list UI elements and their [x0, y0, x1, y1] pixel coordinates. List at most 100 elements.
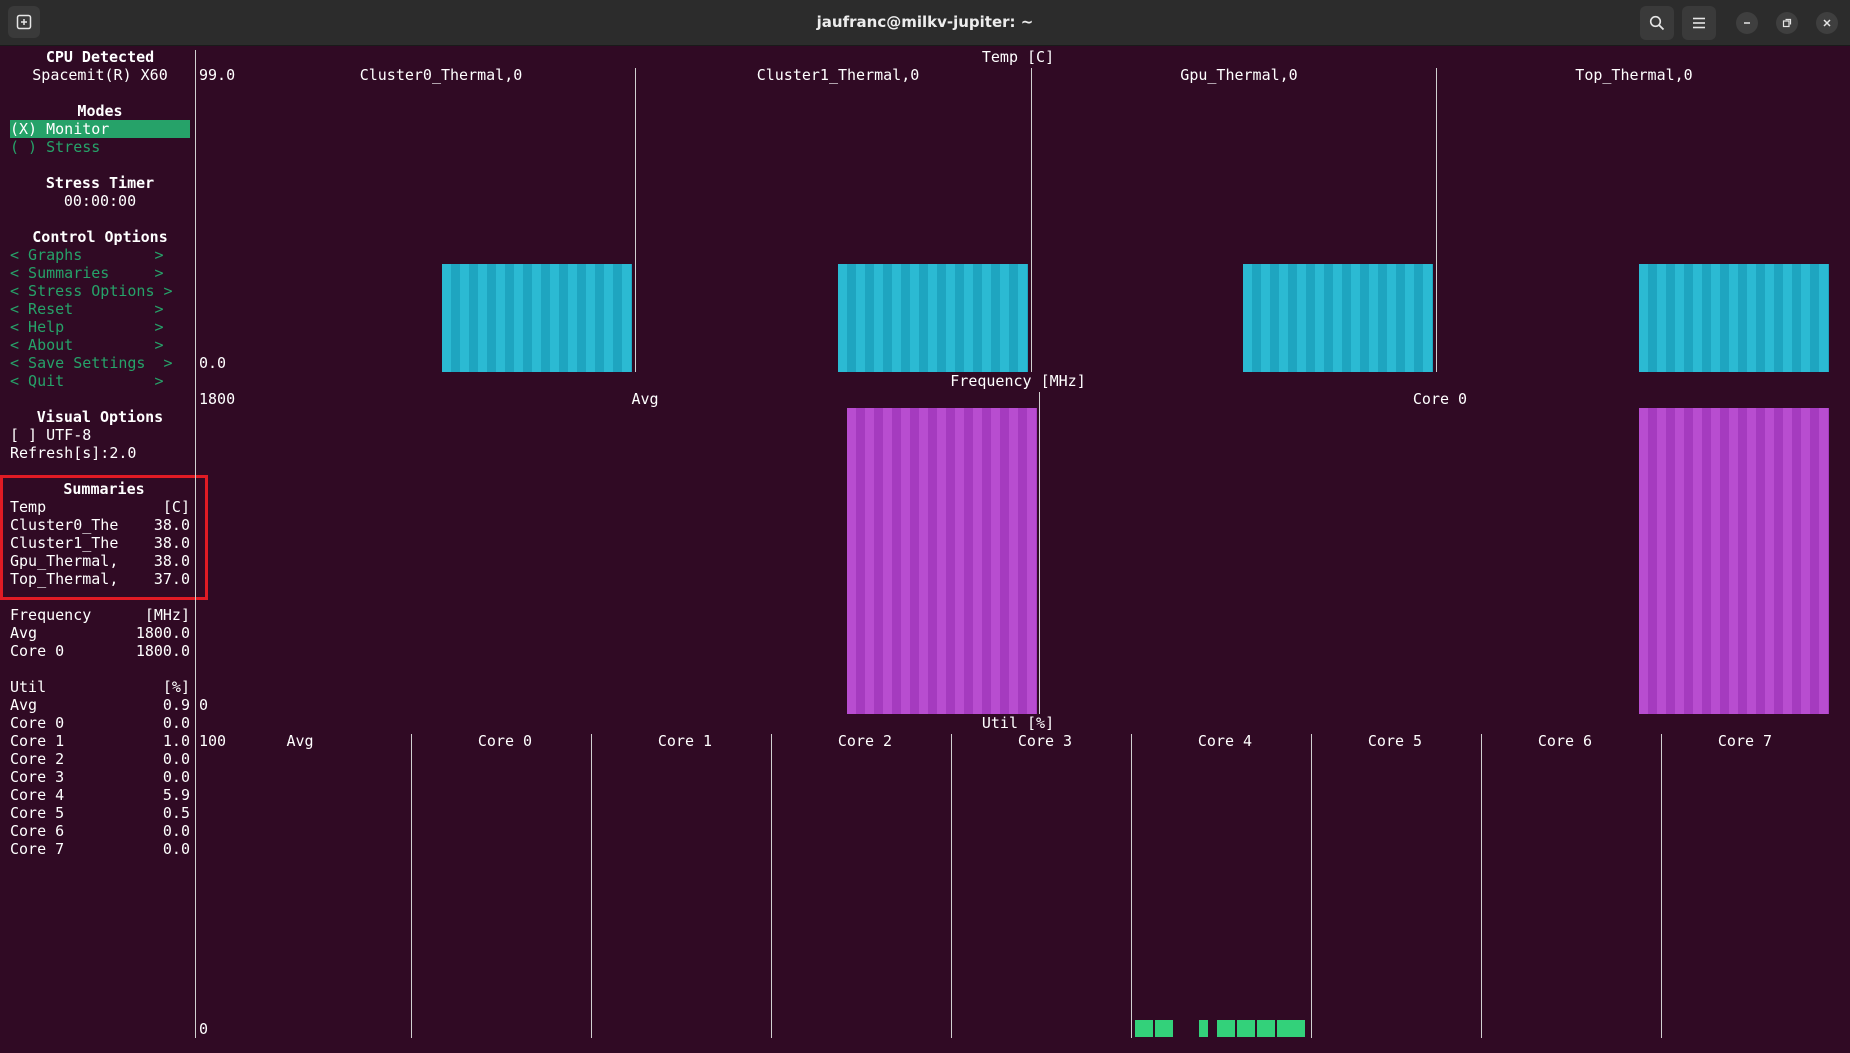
- menu-button[interactable]: [1682, 6, 1716, 40]
- summary-util-value: 0.9: [162, 696, 190, 714]
- temp-bar: [442, 264, 632, 372]
- util-bar: [1237, 1020, 1255, 1037]
- summary-util-name: Core 4: [10, 786, 65, 804]
- util-panel-label: Core 1: [657, 732, 713, 750]
- menu-icon: [1693, 17, 1705, 29]
- temp-unit: [C]: [162, 498, 190, 516]
- graph-area-border: [195, 50, 196, 1038]
- summary-util-name: Avg: [10, 696, 38, 714]
- frequency-graph-title: Frequency [MHz]: [950, 372, 1086, 390]
- cpu-detected-heading: CPU Detected: [45, 48, 155, 66]
- stress-timer-heading: Stress Timer: [45, 174, 155, 192]
- close-icon: [1823, 19, 1831, 27]
- util-panel-label: Core 4: [1197, 732, 1253, 750]
- util-bar: [1155, 1020, 1173, 1037]
- frequency-panel-label: Avg: [631, 390, 659, 408]
- util-graph-title: Util [%]: [981, 714, 1055, 732]
- modes-heading: Modes: [77, 102, 123, 120]
- temp-panel-label: Cluster1_Thermal,0: [756, 66, 920, 84]
- util-bar: [1277, 1020, 1305, 1037]
- frequency-panel-label: Core 0: [1412, 390, 1468, 408]
- util-panel-divider: [1661, 734, 1662, 1038]
- minimize-button[interactable]: [1736, 12, 1758, 34]
- control-options-heading: Control Options: [32, 228, 168, 246]
- util-unit: [%]: [162, 678, 190, 696]
- control-graphs[interactable]: < Graphs >: [10, 246, 164, 264]
- control-help[interactable]: < Help >: [10, 318, 164, 336]
- summary-temp-name: Top_Thermal,: [10, 570, 119, 588]
- control-quit[interactable]: < Quit >: [10, 372, 164, 390]
- summaries-heading: Summaries: [63, 480, 145, 498]
- frequency-y-min: 0: [199, 696, 209, 714]
- util-panel-divider: [591, 734, 592, 1038]
- summary-freq-name: Core 0: [10, 642, 65, 660]
- util-panel-divider: [951, 734, 952, 1038]
- util-panel-divider: [411, 734, 412, 1038]
- temp-panel-divider: [1031, 68, 1032, 372]
- stress-timer-value: 00:00:00: [63, 192, 137, 210]
- frequency-panel-divider: [1039, 392, 1040, 714]
- summary-temp-name: Cluster0_The: [10, 516, 119, 534]
- new-tab-button[interactable]: [8, 6, 40, 38]
- summary-temp-name: Cluster1_The: [10, 534, 119, 552]
- visual-options-heading: Visual Options: [36, 408, 164, 426]
- temp-panel-label: Top_Thermal,0: [1575, 66, 1693, 84]
- utf8-option[interactable]: [ ] UTF-8: [10, 426, 92, 444]
- frequency-y-max: 1800: [199, 390, 236, 408]
- temp-panel-divider: [1436, 68, 1437, 372]
- search-icon: [1649, 15, 1665, 31]
- frequency-unit: [MHz]: [144, 606, 190, 624]
- util-panel-divider: [1311, 734, 1312, 1038]
- temp-bar: [838, 264, 1028, 372]
- search-button[interactable]: [1640, 6, 1674, 40]
- control-reset[interactable]: < Reset >: [10, 300, 164, 318]
- summary-util-value: 0.0: [162, 714, 190, 732]
- util-panel-label: Core 2: [837, 732, 893, 750]
- util-panel-label: Core 5: [1367, 732, 1423, 750]
- temp-panel-label: Gpu_Thermal,0: [1180, 66, 1298, 84]
- temp-bar: [1243, 264, 1433, 372]
- control-about[interactable]: < About >: [10, 336, 164, 354]
- frequency-bar: [847, 408, 1037, 714]
- maximize-button[interactable]: [1776, 12, 1798, 34]
- summary-util-name: Core 0: [10, 714, 65, 732]
- summary-util-name: Core 3: [10, 768, 65, 786]
- summary-temp-value: 38.0: [153, 552, 190, 570]
- control-stress-options[interactable]: < Stress Options >: [10, 282, 173, 300]
- frequency-label: Frequency: [10, 606, 92, 624]
- refresh-rate[interactable]: Refresh[s]:2.0: [10, 444, 137, 462]
- summary-freq-value: 1800.0: [135, 642, 190, 660]
- summary-freq-name: Avg: [10, 624, 38, 642]
- temp-y-min: 0.0: [199, 354, 227, 372]
- summary-util-name: Core 2: [10, 750, 65, 768]
- window-title: jaufranc@milkv-jupiter: ~: [816, 13, 1034, 31]
- title-bar: jaufranc@milkv-jupiter: ~: [0, 0, 1850, 46]
- summary-temp-value: 38.0: [153, 516, 190, 534]
- summary-util-value: 5.9: [162, 786, 190, 804]
- summary-util-name: Core 1: [10, 732, 65, 750]
- summary-util-value: 0.0: [162, 750, 190, 768]
- cpu-name: Spacemit(R) X60: [32, 66, 168, 84]
- summary-util-value: 0.5: [162, 804, 190, 822]
- new-tab-icon: [16, 14, 32, 30]
- util-bar: [1135, 1020, 1153, 1037]
- minimize-icon: [1744, 22, 1750, 24]
- temp-graph-title: Temp [C]: [981, 48, 1055, 66]
- mode-stress[interactable]: ( ) Stress: [10, 138, 101, 156]
- control-summaries[interactable]: < Summaries >: [10, 264, 164, 282]
- util-panel-divider: [1131, 734, 1132, 1038]
- mode-monitor[interactable]: (X) Monitor: [10, 120, 190, 138]
- util-bar: [1257, 1020, 1275, 1037]
- maximize-icon: [1782, 18, 1792, 28]
- util-bar: [1217, 1020, 1235, 1037]
- control-save-settings[interactable]: < Save Settings >: [10, 354, 173, 372]
- util-panel-label: Core 6: [1537, 732, 1593, 750]
- util-panel-label: Core 0: [477, 732, 533, 750]
- util-panel-divider: [1481, 734, 1482, 1038]
- frequency-bar: [1639, 408, 1829, 714]
- temp-panel-divider: [635, 68, 636, 372]
- summary-util-value: 0.0: [162, 840, 190, 858]
- summary-util-value: 0.0: [162, 768, 190, 786]
- close-button[interactable]: [1816, 12, 1838, 34]
- summary-util-name: Core 7: [10, 840, 65, 858]
